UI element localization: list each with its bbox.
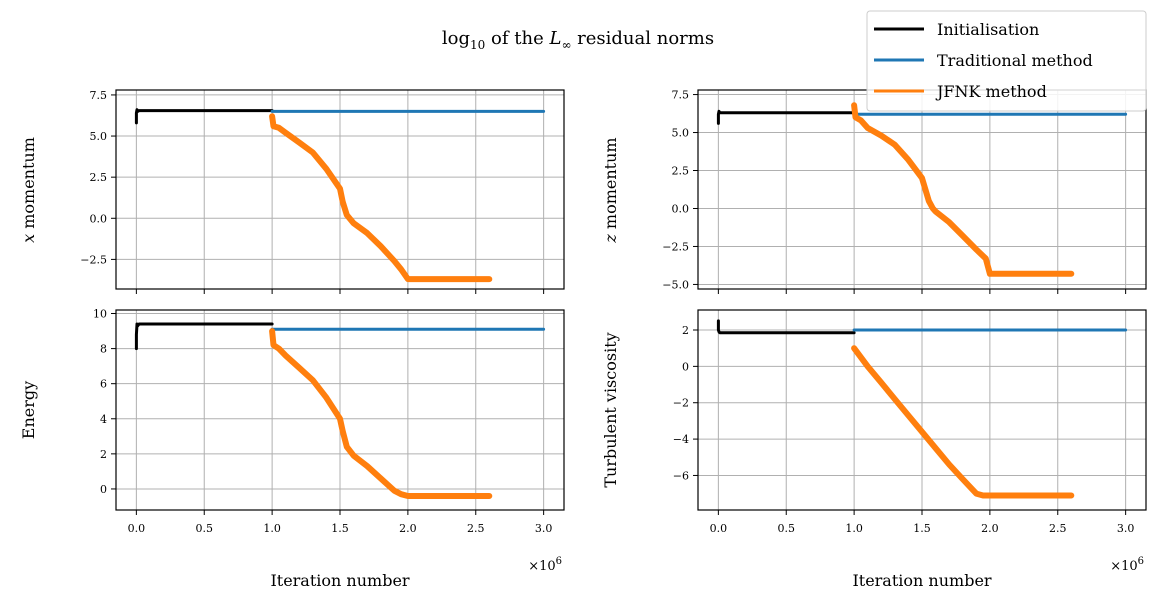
y-tick-label: 8 xyxy=(100,343,107,356)
y-tick-label: 7.5 xyxy=(672,89,690,102)
x-tick-label: 2.5 xyxy=(1049,522,1067,535)
x-tick-label: 0.0 xyxy=(128,522,146,535)
legend-frame xyxy=(866,10,1147,112)
y-tick-label: 2 xyxy=(682,324,689,337)
series-line-jfnk xyxy=(851,345,1075,499)
series-line-jfnk xyxy=(269,113,493,283)
x-tick-label: 1.0 xyxy=(263,522,281,535)
y-axis-label: x momentum xyxy=(19,137,38,243)
y-tick-label: 10 xyxy=(93,308,107,321)
y-tick-label: 2.5 xyxy=(90,171,108,184)
y-tick-label: −2 xyxy=(673,397,689,410)
x-tick-label: 0.5 xyxy=(777,522,795,535)
y-tick-label: −5.0 xyxy=(662,278,689,291)
legend-label-traditional: Traditional method xyxy=(937,51,1093,70)
legend-label-jfnk: JFNK method xyxy=(935,82,1047,101)
y-tick-label: −2.5 xyxy=(662,240,689,253)
y-tick-label: −4 xyxy=(673,433,689,446)
series-line-jfnk xyxy=(269,328,493,499)
series-line-initialisation xyxy=(134,322,274,351)
x-tick-label: 2.5 xyxy=(467,522,485,535)
x-tick-label: 2.0 xyxy=(399,522,417,535)
y-tick-label: 6 xyxy=(100,378,107,391)
y-tick-label: −2.5 xyxy=(80,253,107,266)
y-axis-label: Energy xyxy=(19,381,38,439)
y-tick-label: 0.0 xyxy=(90,212,108,225)
y-tick-label: 4 xyxy=(100,413,107,426)
subplot-3: 0.0 0.5 1.0 1.5 2.0 2.5 3.0 0 2 4 6 8 10 Energy Iterat… xyxy=(19,308,565,590)
x-tick-label: 3.0 xyxy=(1117,522,1135,535)
subplot-1: −2.5 0.0 2.5 5.0 7.5 x momentum xyxy=(19,89,565,294)
y-tick-label: 7.5 xyxy=(90,89,108,102)
y-tick-label: 2 xyxy=(100,448,107,461)
y-axis-label: Turbulent viscosity xyxy=(601,332,620,487)
series-line-initialisation xyxy=(716,109,856,125)
x-axis-label: Iteration number xyxy=(270,571,409,590)
x-tick-label: 0.5 xyxy=(195,522,213,535)
y-tick-label: 2.5 xyxy=(672,165,690,178)
x-tick-label: 0.0 xyxy=(710,522,728,535)
x-scale-factor: ×106 xyxy=(1110,556,1144,574)
y-tick-label: 5.0 xyxy=(90,130,108,143)
series-line-jfnk xyxy=(851,102,1075,277)
x-tick-label: 1.0 xyxy=(845,522,863,535)
y-tick-label: 0.0 xyxy=(672,202,690,215)
subplots-grid: −2.5 0.0 2.5 5.0 7.5 x momentum −5.0 −2.5 0.0 2.5… xyxy=(19,89,1147,590)
x-axis-label: Iteration number xyxy=(852,571,991,590)
legend: Initialisation Traditional method JFNK m… xyxy=(866,10,1147,112)
y-tick-label: 0 xyxy=(682,360,689,373)
subplot-4: 0.0 0.5 1.0 1.5 2.0 2.5 3.0 −6 −4 −2 0 2 Turbulent v… xyxy=(601,309,1147,590)
y-tick-label: 5.0 xyxy=(672,127,690,140)
subplot-2: −5.0 −2.5 0.0 2.5 5.0 7.5 z momentum xyxy=(601,89,1147,294)
y-tick-label: −6 xyxy=(673,469,689,482)
legend-label-initialisation: Initialisation xyxy=(937,20,1039,39)
series-line-initialisation xyxy=(134,108,274,125)
x-tick-label: 3.0 xyxy=(535,522,553,535)
x-scale-factor: ×106 xyxy=(528,556,562,574)
figure-title: log10 of the L∞ residual norms xyxy=(442,28,714,52)
y-axis-label: z momentum xyxy=(601,137,620,243)
y-tick-label: 0 xyxy=(100,483,107,496)
x-tick-label: 1.5 xyxy=(331,522,349,535)
x-tick-label: 1.5 xyxy=(913,522,931,535)
series-line-initialisation xyxy=(716,319,856,335)
x-tick-label: 2.0 xyxy=(981,522,999,535)
